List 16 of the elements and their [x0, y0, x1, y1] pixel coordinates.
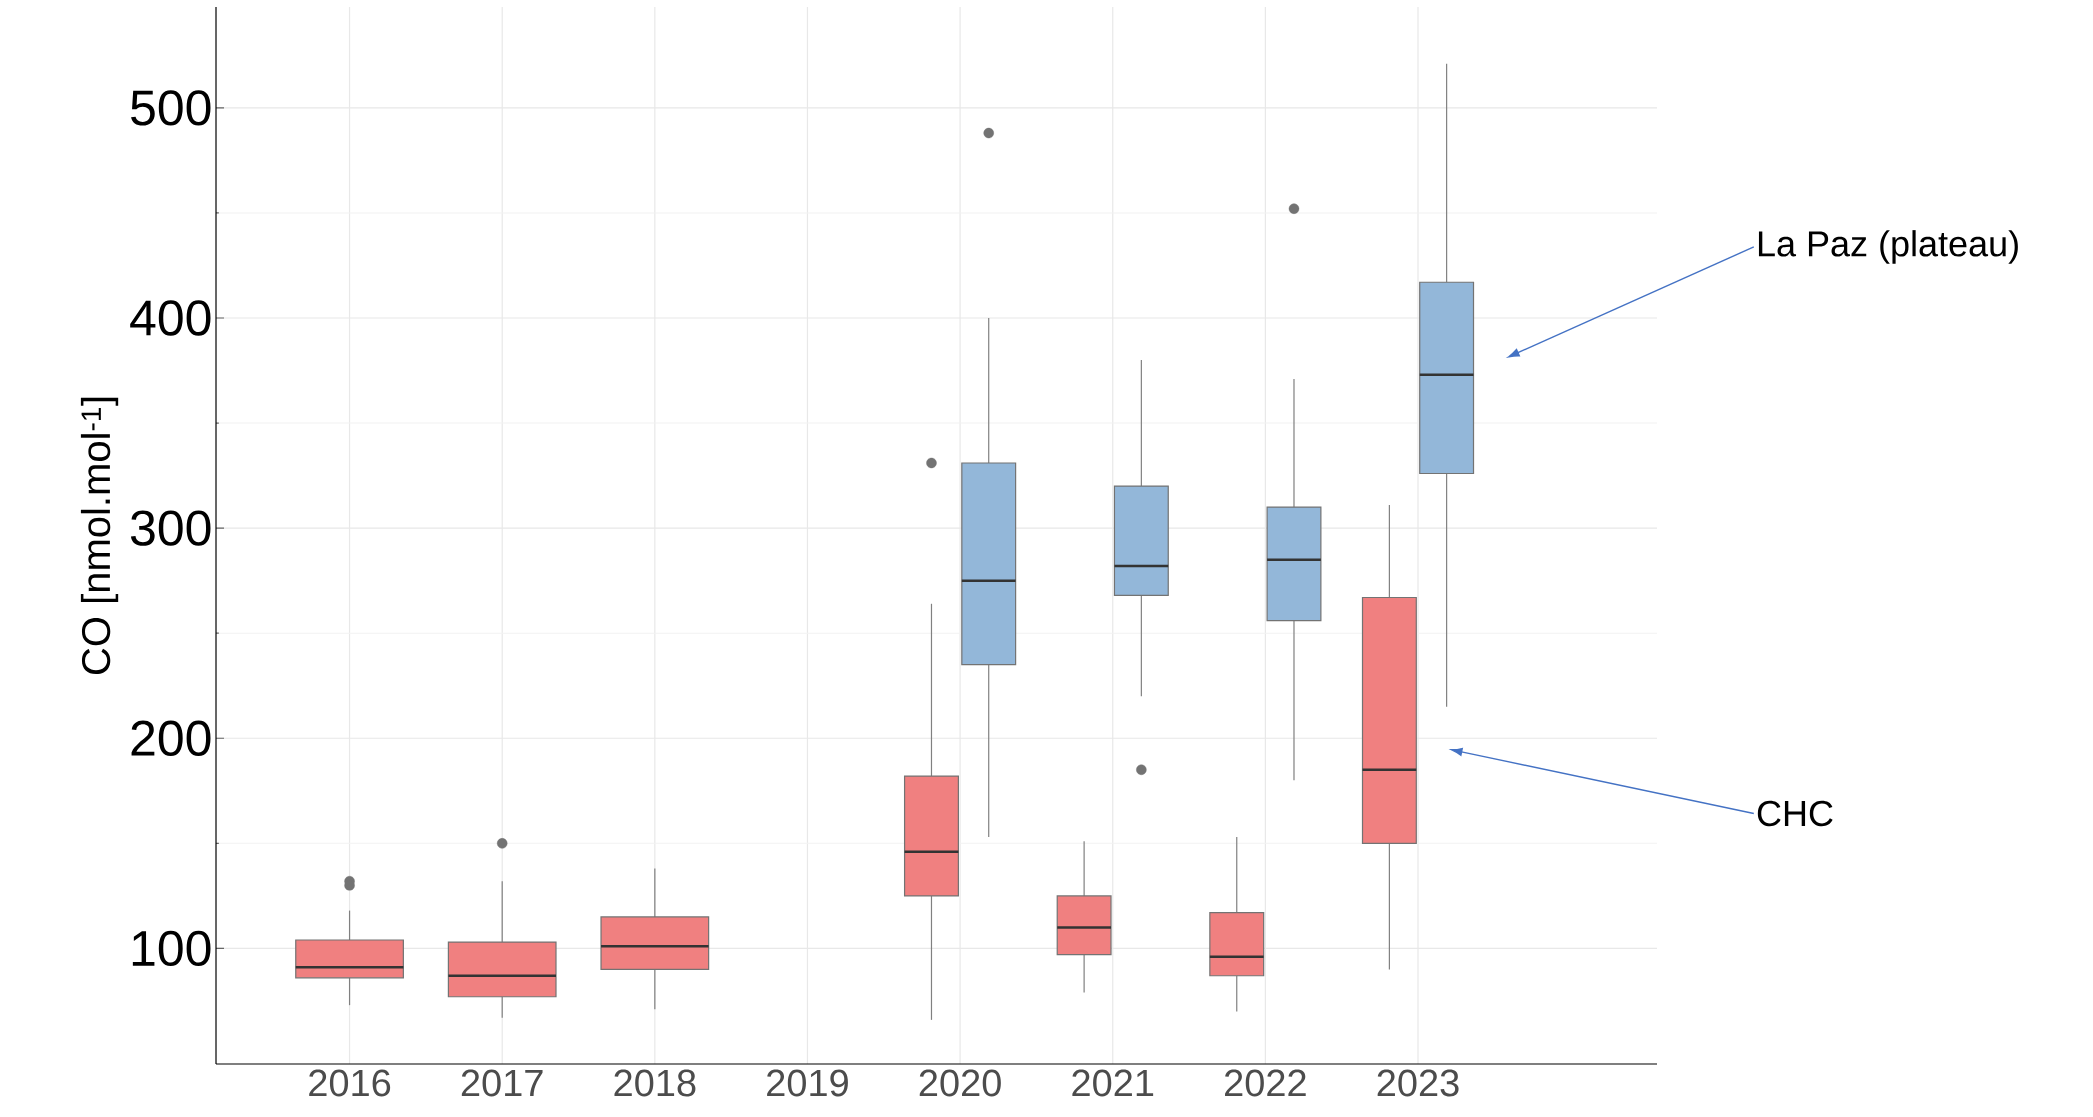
x-tick-label: 2020 — [919, 1069, 1001, 1097]
x-tick-label: 2019 — [767, 1069, 848, 1097]
x-tick-label: 2018 — [614, 1069, 696, 1097]
x-tick-label: 2017 — [461, 1069, 543, 1097]
y-tick-label: 300 — [130, 510, 211, 546]
y-tick-label: 400 — [130, 300, 211, 336]
x-tick-label: 2023 — [1377, 1069, 1459, 1097]
x-tick-label: 2021 — [1072, 1069, 1154, 1097]
text: CHC — [1757, 800, 1833, 827]
x-tick-label: 2016 — [309, 1069, 391, 1097]
text: La Paz (plateau) — [1758, 230, 2018, 264]
y-tick-label: 500 — [131, 90, 211, 126]
x-tick-label: 2022 — [1225, 1069, 1306, 1097]
y-tick-label: 100 — [132, 930, 211, 967]
y-tick-label: 200 — [131, 720, 211, 756]
y-axis-title: CO [nmol.mol$^{-1}$] — [80, 397, 119, 674]
